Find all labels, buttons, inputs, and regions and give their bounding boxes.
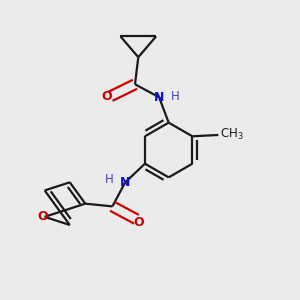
Text: O: O bbox=[37, 210, 47, 223]
Text: O: O bbox=[101, 90, 112, 103]
Text: CH$_3$: CH$_3$ bbox=[220, 128, 244, 142]
Text: H: H bbox=[105, 173, 113, 186]
Text: O: O bbox=[134, 217, 144, 230]
Text: H: H bbox=[171, 90, 180, 103]
Text: N: N bbox=[154, 91, 164, 104]
Text: N: N bbox=[120, 176, 130, 189]
